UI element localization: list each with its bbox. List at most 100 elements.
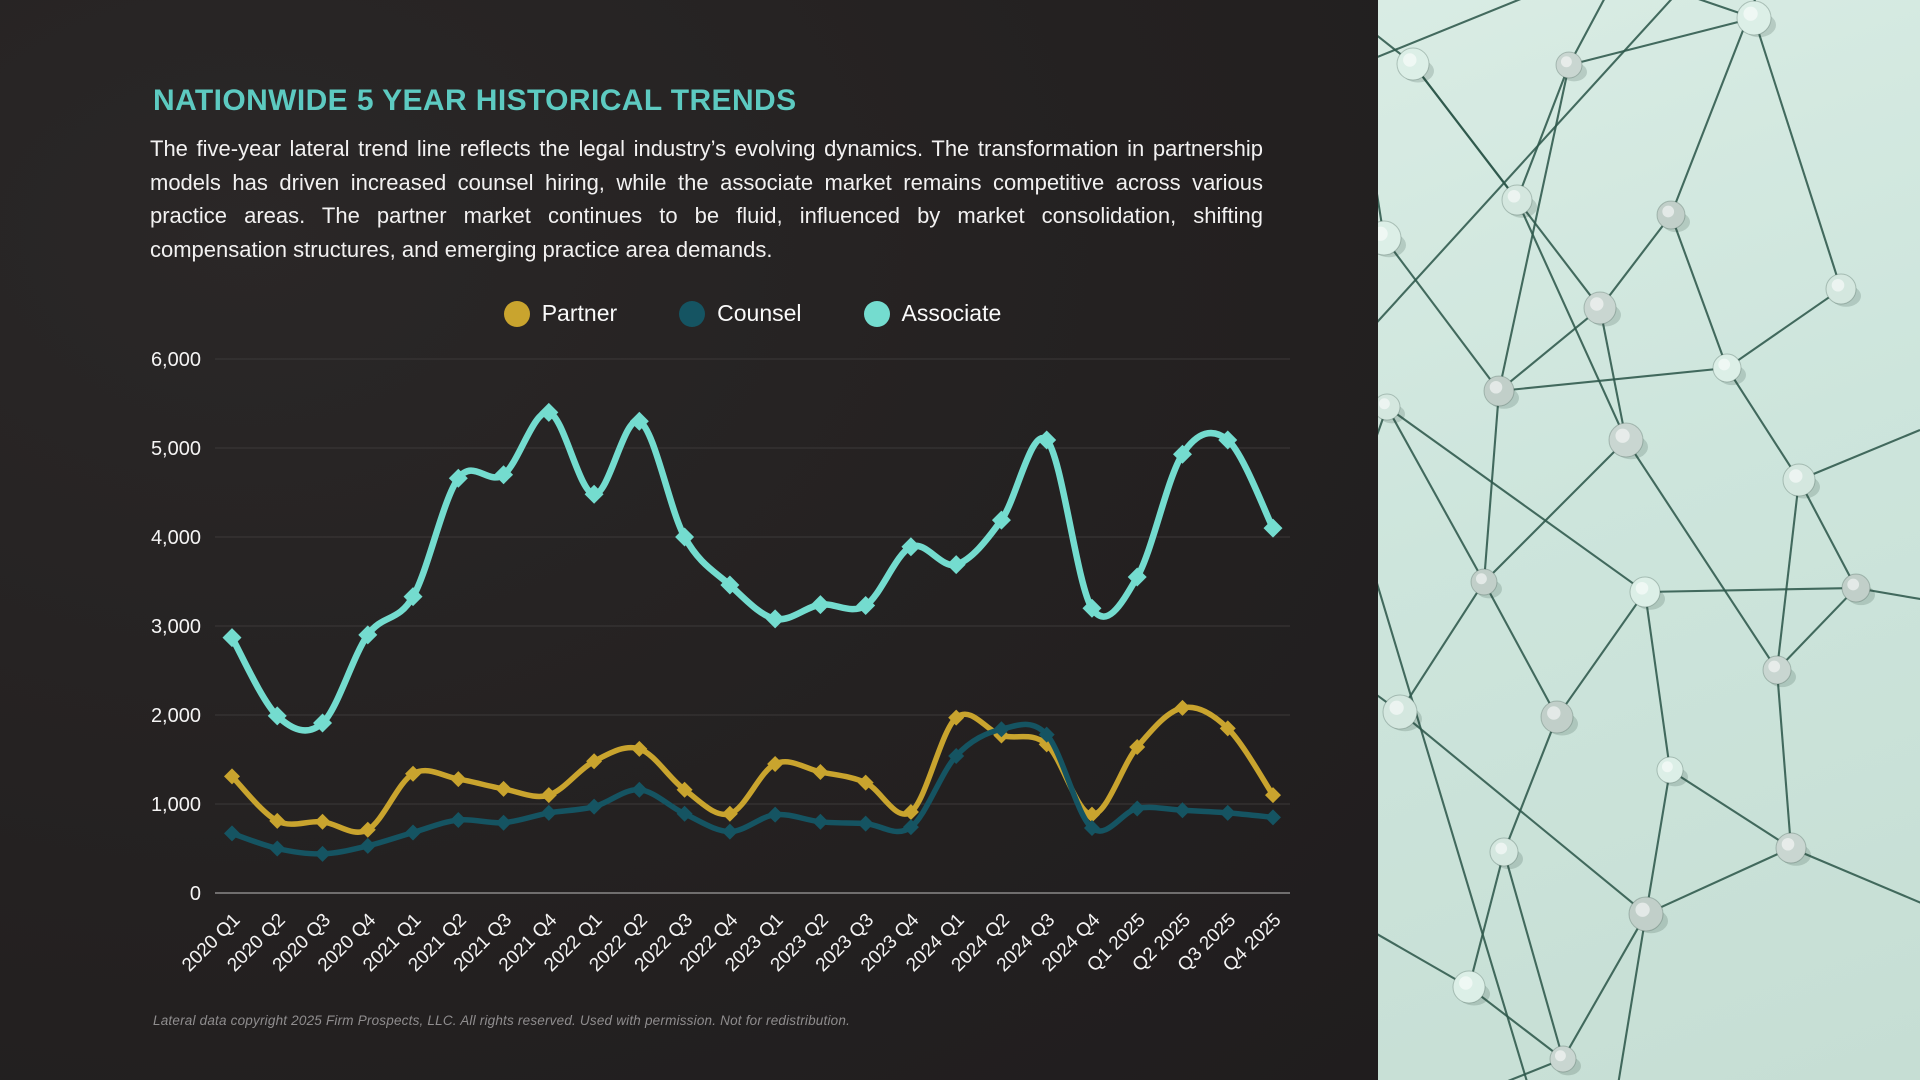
data-point-marker <box>1265 809 1281 826</box>
legend-label: Counsel <box>717 300 802 326</box>
data-point-marker <box>902 819 919 836</box>
data-point-marker <box>359 837 376 854</box>
data-point-marker <box>902 804 919 821</box>
data-point-marker <box>857 815 874 832</box>
thread-line <box>1774 469 1802 681</box>
data-point-marker <box>767 755 784 772</box>
data-point-marker <box>1265 787 1281 804</box>
pin-highlight <box>1831 278 1845 292</box>
thread-line <box>1550 583 1652 726</box>
data-point-marker <box>586 753 603 770</box>
x-tick-label: 2022 Q2 <box>585 910 651 976</box>
series-line-associate <box>228 409 1277 734</box>
pin-highlight <box>1489 380 1503 394</box>
data-point-marker <box>494 465 514 485</box>
data-point-marker <box>359 821 376 838</box>
data-point-marker <box>857 774 874 791</box>
thread-line <box>1636 842 1801 920</box>
thread-line <box>1557 904 1652 1069</box>
thread-line <box>1642 581 1673 781</box>
data-point-marker <box>450 771 467 788</box>
data-point-marker <box>720 575 740 595</box>
pin-highlight <box>1389 700 1404 715</box>
legend-item-partner: Partner <box>503 300 617 327</box>
data-point-marker <box>1082 598 1102 618</box>
thread-line <box>1798 429 1920 481</box>
x-tick-label: 2020 Q2 <box>223 910 289 976</box>
y-axis-labels: 0 1,000 2,000 3,000 4,000 5,000 6,000 <box>151 349 201 905</box>
series-line-partner <box>229 704 1276 835</box>
pin-highlight <box>1768 660 1781 673</box>
thread-line <box>1559 14 1764 69</box>
pin-highlight <box>1661 761 1673 773</box>
data-point-marker <box>946 555 966 575</box>
data-point-marker <box>540 804 557 821</box>
data-point-marker <box>721 823 738 840</box>
page-title: NATIONWIDE 5 YEAR HISTORICAL TRENDS <box>153 84 797 117</box>
x-tick-label: 2021 Q4 <box>495 909 562 976</box>
pin-highlight <box>1635 581 1649 595</box>
data-point-marker <box>358 625 378 645</box>
thread-line <box>1775 659 1793 859</box>
pin-highlight <box>1560 56 1572 68</box>
thread-line <box>1378 0 1522 58</box>
pin-shadows-group <box>1378 12 1875 1076</box>
thread-line <box>1482 380 1501 593</box>
chart-legend: Partner Counsel Associate <box>215 300 1290 327</box>
thread-line <box>1378 582 1528 1080</box>
data-point-marker <box>1174 802 1191 819</box>
data-point-marker <box>676 805 693 822</box>
data-point-marker <box>812 813 829 830</box>
legend-swatch-counsel <box>679 300 706 327</box>
thread-line <box>1406 55 1607 317</box>
thread-line <box>1666 205 1732 378</box>
data-point-marker <box>948 747 965 764</box>
data-point-marker <box>1083 820 1100 837</box>
thread-line <box>1619 431 1784 679</box>
pin-highlight <box>1403 53 1417 67</box>
data-point-marker <box>810 595 830 615</box>
pins-group <box>1378 0 1871 1073</box>
copyright-note: Lateral data copyright 2025 Firm Prospec… <box>153 1013 851 1028</box>
legend-swatch-associate <box>863 300 890 327</box>
pin-highlight <box>1590 297 1604 311</box>
thread-line <box>1790 847 1920 904</box>
thread-line <box>1617 913 1648 1080</box>
pin-highlight <box>1662 205 1675 218</box>
y-tick-label: 3,000 <box>151 616 201 638</box>
data-point-marker <box>539 402 559 422</box>
pin-highlight <box>1378 226 1388 241</box>
data-point-marker <box>403 587 423 607</box>
data-point-marker <box>269 812 286 829</box>
data-point-marker <box>495 814 512 831</box>
x-tick-label: 2021 Q3 <box>450 910 516 976</box>
data-point-marker <box>675 527 695 547</box>
data-point-marker <box>1219 720 1236 737</box>
data-point-marker <box>495 780 512 797</box>
series-markers-counsel <box>224 721 1281 862</box>
data-point-marker <box>540 787 557 804</box>
legend-label: Associate <box>901 300 1002 326</box>
pin-network-image <box>1378 0 1920 1080</box>
x-tick-label: 2022 Q1 <box>540 910 606 976</box>
data-point-marker <box>901 537 921 557</box>
data-point-marker <box>314 845 331 862</box>
thread-line <box>1478 572 1563 727</box>
y-tick-label: 4,000 <box>151 527 201 549</box>
thread-line <box>1488 365 1738 394</box>
thread-line <box>1661 763 1800 855</box>
pin-highlight <box>1495 842 1508 855</box>
thread-line <box>1495 55 1573 401</box>
x-tick-label: 2020 Q1 <box>178 910 244 976</box>
thread-line <box>1499 707 1562 862</box>
x-tick-label: 2023 Q1 <box>721 910 787 976</box>
report-panel: 0 1,000 2,000 3,000 4,000 5,000 6,000 2020 Q1 20… <box>0 0 1378 1080</box>
x-tick-label: Q1 2025 <box>1083 910 1149 976</box>
data-point-marker <box>224 768 240 785</box>
data-point-marker <box>313 713 333 733</box>
thread-line <box>1476 432 1634 590</box>
series-line-counsel <box>229 721 1276 857</box>
data-point-marker <box>993 721 1010 738</box>
thread-line <box>1643 759 1673 925</box>
x-tick-label: Q2 2025 <box>1129 910 1195 976</box>
